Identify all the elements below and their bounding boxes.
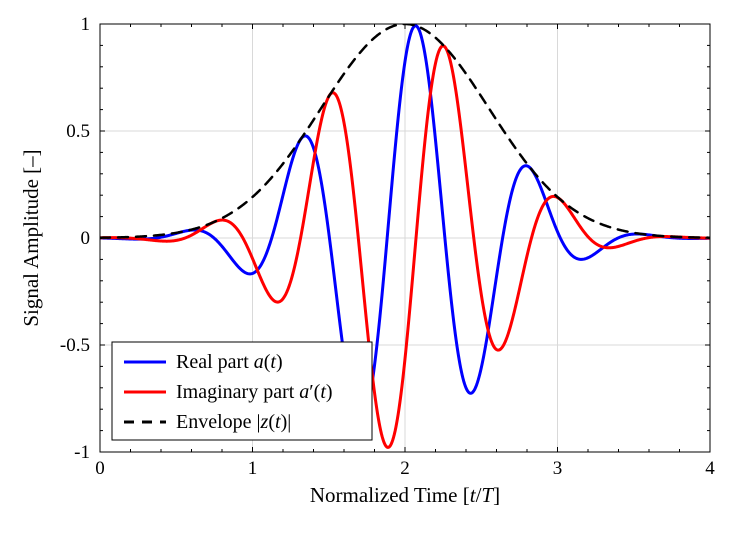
xtick-label: 4 <box>705 458 715 479</box>
legend-label-imag: Imaginary part a′(t) <box>176 381 333 403</box>
legend: Real part a(t) Imaginary part a′(t) Envelo… <box>112 342 372 440</box>
ytick-label: 0 <box>81 228 91 249</box>
signal-chart: 0 1 2 3 4 -1 -0.5 0 0.5 1 Normalized Time [t/T] Sig… <box>0 0 750 536</box>
xtick-label: 3 <box>553 458 563 479</box>
legend-label-envelope: Envelope |z(t)| <box>176 411 291 433</box>
x-axis-label: Normalized Time [t/T] <box>310 483 500 507</box>
ytick-label: 0.5 <box>66 121 90 142</box>
ytick-label: -1 <box>74 442 90 463</box>
y-axis-label: Signal Amplitude [–] <box>19 149 43 326</box>
xtick-label: 2 <box>400 458 410 479</box>
chart-bg <box>0 0 750 536</box>
ytick-label: 1 <box>81 14 91 35</box>
legend-label-real: Real part a(t) <box>176 351 283 373</box>
xtick-label: 1 <box>248 458 258 479</box>
ytick-label: -0.5 <box>60 335 90 356</box>
xtick-label: 0 <box>95 458 105 479</box>
